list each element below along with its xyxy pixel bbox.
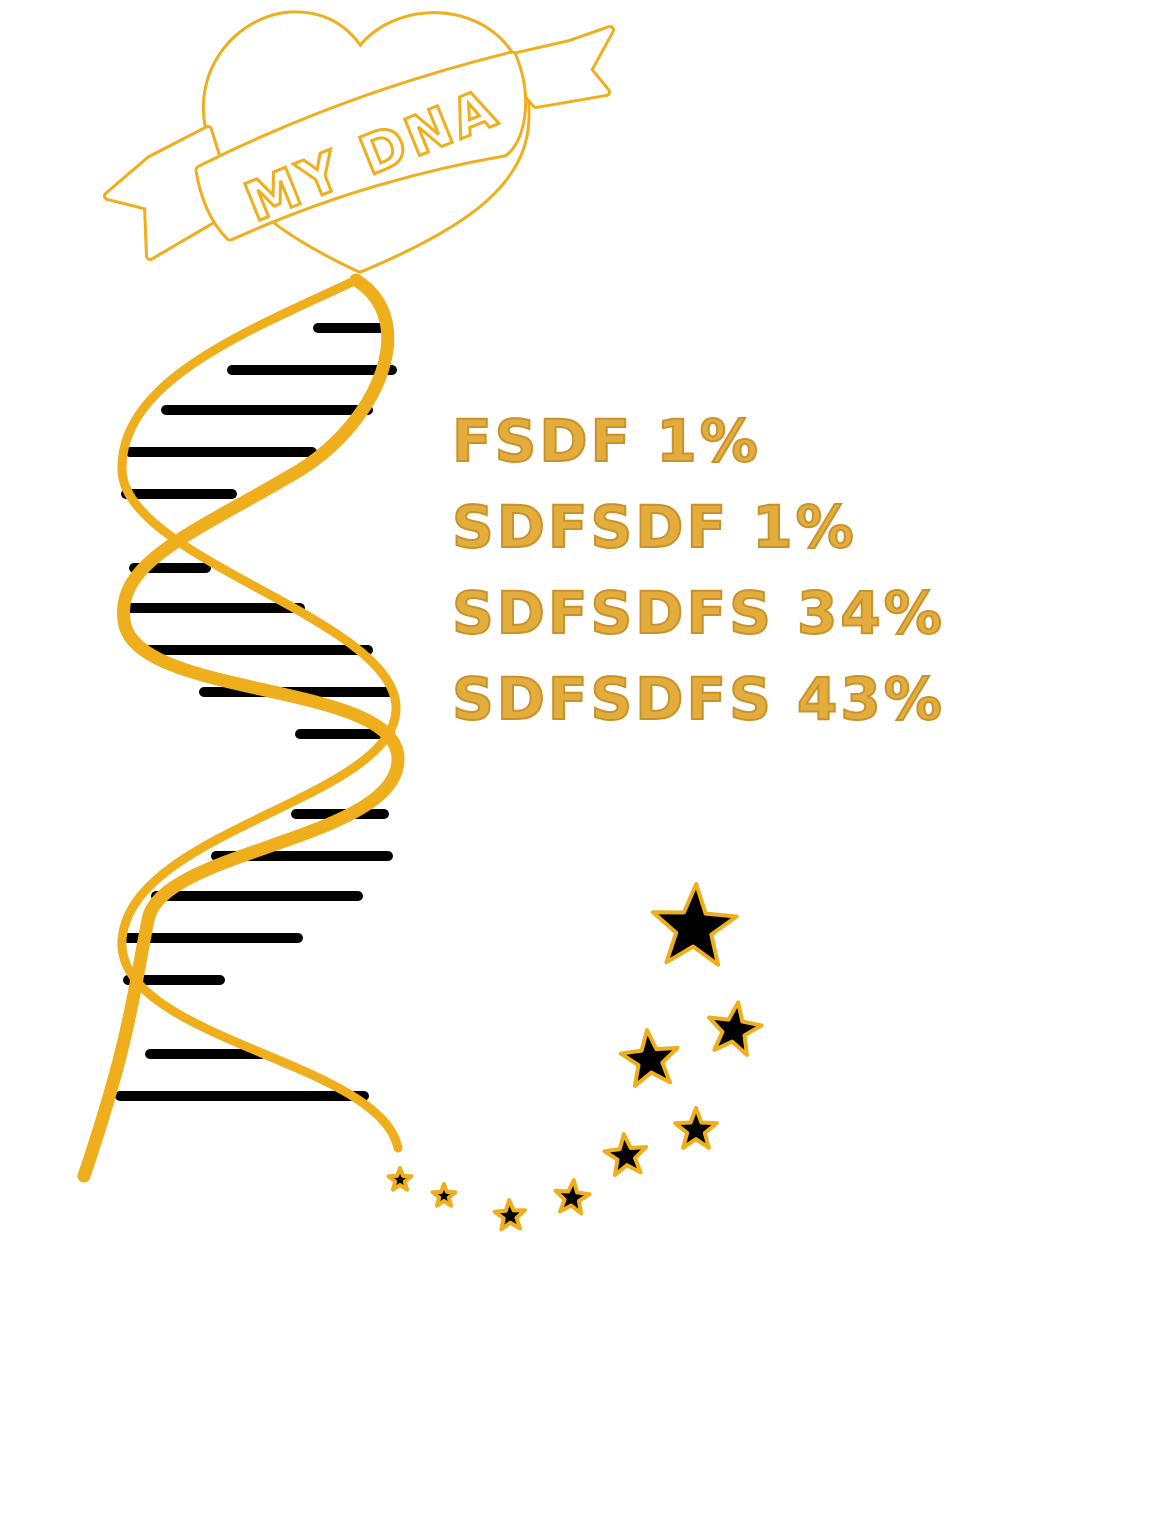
star-icon bbox=[707, 1000, 764, 1057]
star-icon bbox=[673, 1106, 719, 1150]
stat-line-1: FSDF 1% bbox=[451, 406, 761, 476]
stat-line-4: SDFSDFS 43% bbox=[451, 664, 945, 734]
stat-line-3: SDFSDFS 34% bbox=[451, 578, 945, 648]
star-icon bbox=[618, 1028, 680, 1088]
star-icon bbox=[602, 1132, 649, 1177]
stats-list: FSDF 1% SDFSDF 1% SDFSDFS 34% SDFSDFS 43… bbox=[451, 398, 1092, 742]
heart-ribbon-logo-icon: MY DNA bbox=[103, 10, 615, 274]
star-icon bbox=[553, 1178, 592, 1216]
star-icon bbox=[492, 1198, 527, 1232]
stat-line-2: SDFSDF 1% bbox=[451, 492, 857, 562]
stars-group bbox=[386, 882, 764, 1232]
dna-helix-icon bbox=[77, 273, 405, 1183]
star-icon bbox=[430, 1182, 458, 1208]
star-icon bbox=[650, 882, 739, 967]
star-icon bbox=[386, 1166, 414, 1192]
